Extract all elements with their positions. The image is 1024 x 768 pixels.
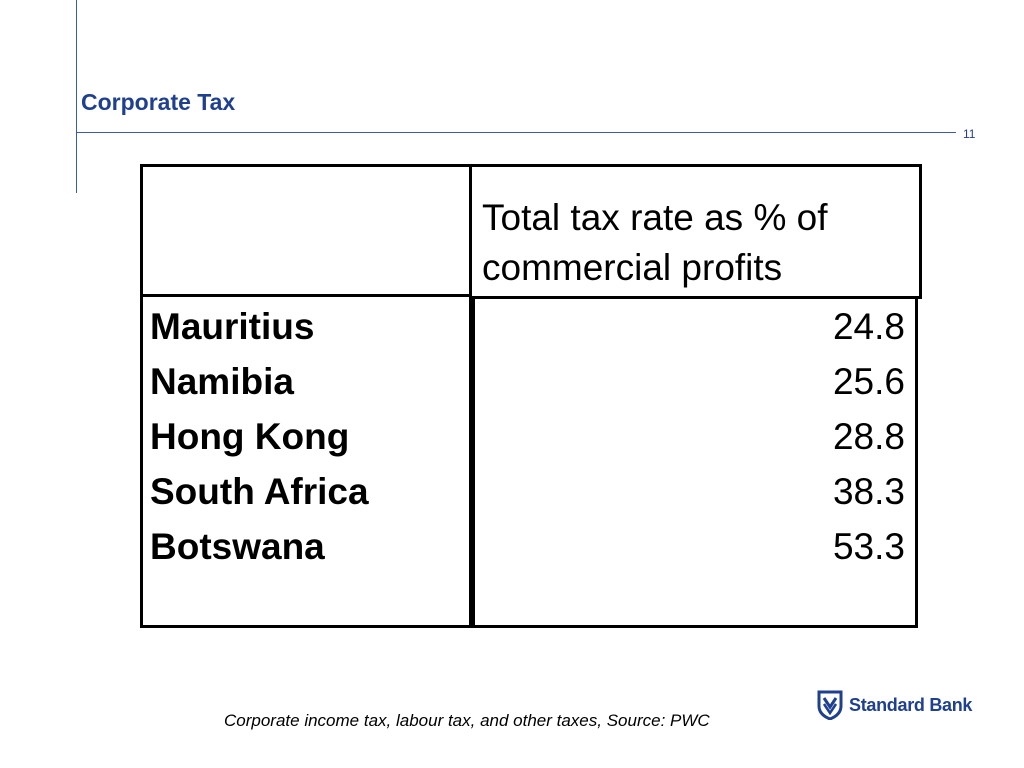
slide-title: Corporate Tax (81, 89, 236, 115)
table-column-country (140, 164, 475, 628)
table-row-country: Botswana (150, 526, 325, 567)
table-row-value: 53.3 (832, 526, 905, 567)
table-header-cell (469, 164, 922, 299)
source-caption: Corporate income tax, labour tax, and ot… (224, 711, 710, 730)
standard-bank-shield-icon (817, 690, 843, 720)
table-row-country: Namibia (150, 361, 294, 402)
table-row-value: 38.3 (832, 471, 905, 512)
standard-bank-logo: Standard Bank (817, 690, 972, 720)
logo-text: Standard Bank (849, 694, 973, 715)
value-list: 24.8 25.6 28.8 38.3 53.3 (480, 299, 905, 574)
table-row-value: 28.8 (832, 416, 905, 457)
vertical-rule (76, 0, 77, 193)
header-divider (140, 294, 475, 297)
horizontal-rule (76, 132, 956, 133)
table-row-value: 25.6 (832, 361, 905, 402)
page-number: 11 (963, 127, 976, 141)
table-row-country: Hong Kong (150, 416, 350, 457)
table-row-value: 24.8 (832, 306, 905, 347)
table-header-label: Total tax rate as % of commercial profit… (482, 197, 828, 288)
table-row-country: South Africa (150, 471, 369, 512)
country-list: Mauritius Namibia Hong Kong South Africa… (150, 299, 460, 574)
table-row-country: Mauritius (150, 306, 315, 347)
